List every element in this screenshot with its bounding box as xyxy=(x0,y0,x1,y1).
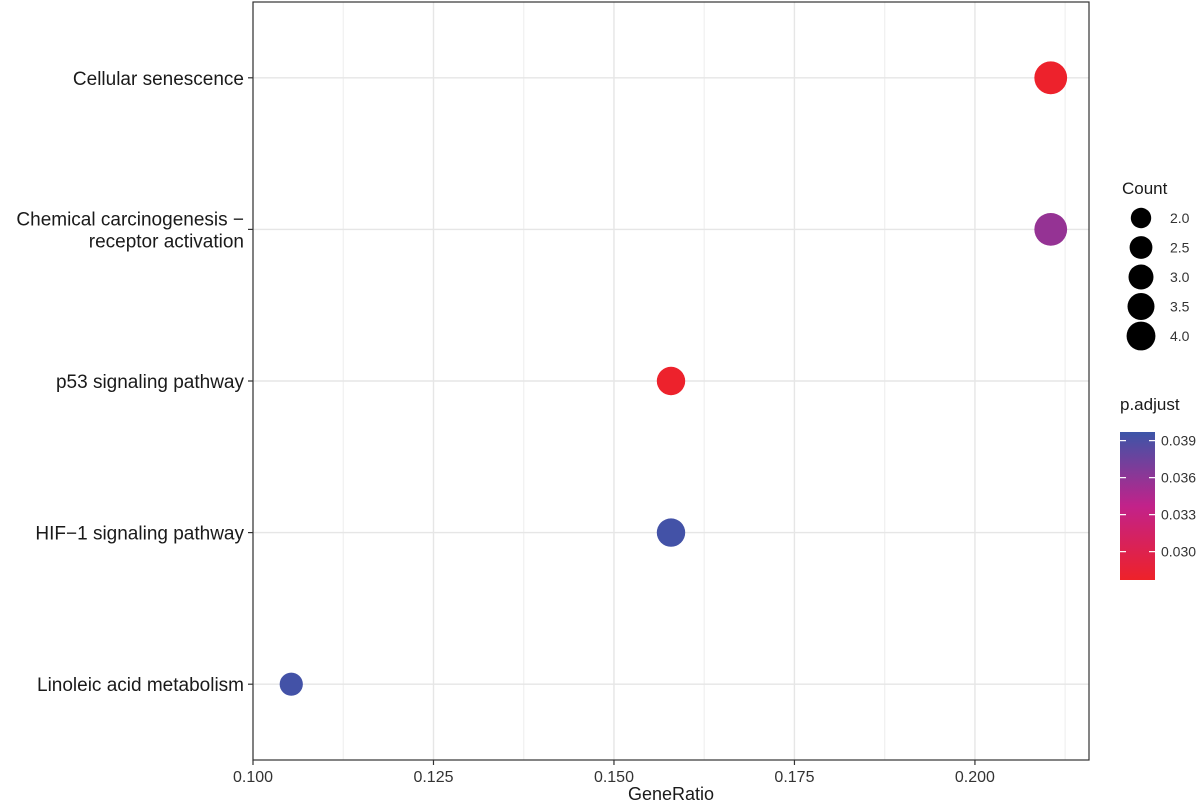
count-legend-key xyxy=(1128,264,1154,290)
count-legend: Count 2.0 2.5 3.0 3.5 4.0 xyxy=(1122,179,1190,351)
data-point xyxy=(1034,213,1068,246)
data-point xyxy=(656,366,686,396)
colorbar-label: 0.039 xyxy=(1161,433,1196,449)
y-tick-label: p53 signaling pathway xyxy=(56,372,245,393)
count-legend-label: 3.0 xyxy=(1170,269,1190,285)
colorbar-label: 0.033 xyxy=(1161,507,1196,523)
count-legend-title: Count xyxy=(1122,179,1168,198)
x-tick-label: 0.150 xyxy=(594,769,634,786)
count-legend-label: 2.0 xyxy=(1170,210,1190,226)
y-axis: Cellular senescence Chemical carcinogenes… xyxy=(16,69,253,696)
x-tick-label: 0.200 xyxy=(955,769,995,786)
x-tick-label: 0.175 xyxy=(774,769,814,786)
p-adjust-legend: p.adjust 0.039 0.036 0.033 0.030 xyxy=(1120,395,1196,580)
count-legend-label: 4.0 xyxy=(1170,328,1190,344)
data-point xyxy=(279,672,303,696)
data-point xyxy=(1034,61,1068,95)
count-legend-key xyxy=(1126,321,1156,351)
y-tick-label: Cellular senescence xyxy=(73,69,244,90)
colorbar-label: 0.036 xyxy=(1161,470,1196,486)
y-tick-label: Linoleic acid metabolism xyxy=(37,675,244,696)
x-axis-title: GeneRatio xyxy=(628,784,714,804)
x-axis: 0.100 0.125 0.150 0.175 0.200 xyxy=(233,760,995,786)
count-legend-key xyxy=(1129,236,1153,259)
y-tick-label: Chemical carcinogenesis − receptor activa… xyxy=(16,209,244,252)
count-legend-key xyxy=(1127,293,1155,320)
data-point xyxy=(656,518,686,547)
p-adjust-legend-title: p.adjust xyxy=(1120,395,1180,414)
x-tick-label: 0.100 xyxy=(233,769,273,786)
count-legend-key xyxy=(1130,207,1152,229)
colorbar-label: 0.030 xyxy=(1161,544,1196,560)
count-legend-label: 3.5 xyxy=(1170,299,1190,315)
y-tick-label: HIF−1 signaling pathway xyxy=(35,524,244,545)
data-points xyxy=(279,61,1068,696)
x-tick-label: 0.125 xyxy=(413,769,453,786)
p-adjust-colorbar xyxy=(1120,432,1155,580)
count-legend-label: 2.5 xyxy=(1170,240,1190,256)
